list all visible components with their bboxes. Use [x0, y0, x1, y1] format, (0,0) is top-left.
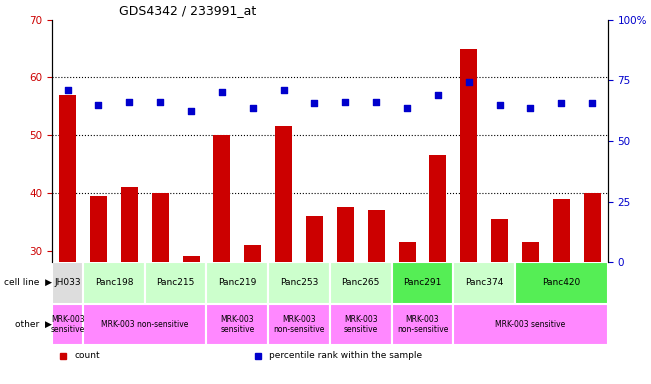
Text: MRK-003
non-sensitive: MRK-003 non-sensitive: [396, 315, 448, 334]
Bar: [152, 193, 169, 262]
Text: Panc253: Panc253: [280, 278, 318, 287]
Text: MRK-003 sensitive: MRK-003 sensitive: [495, 320, 566, 329]
Bar: [90, 196, 107, 262]
Text: Panc374: Panc374: [465, 278, 503, 287]
Bar: [182, 257, 199, 262]
FancyBboxPatch shape: [330, 262, 392, 304]
Point: [62, 87, 73, 93]
Text: cell line  ▶: cell line ▶: [4, 278, 52, 287]
Text: percentile rank within the sample: percentile rank within the sample: [269, 351, 422, 360]
FancyBboxPatch shape: [515, 262, 607, 304]
Bar: [306, 216, 323, 262]
Bar: [460, 49, 477, 262]
Bar: [522, 242, 539, 262]
FancyBboxPatch shape: [83, 304, 206, 345]
Text: JH033: JH033: [54, 278, 81, 287]
Point: [587, 100, 598, 106]
FancyBboxPatch shape: [145, 262, 206, 304]
FancyBboxPatch shape: [206, 262, 268, 304]
FancyBboxPatch shape: [330, 304, 392, 345]
Point: [371, 99, 381, 105]
FancyBboxPatch shape: [268, 262, 330, 304]
Point: [433, 92, 443, 98]
Text: GDS4342 / 233991_at: GDS4342 / 233991_at: [119, 4, 256, 17]
Point: [556, 100, 566, 106]
Bar: [337, 207, 353, 262]
Bar: [553, 199, 570, 262]
FancyBboxPatch shape: [453, 304, 607, 345]
FancyBboxPatch shape: [83, 262, 145, 304]
Text: MRK-003
sensitive: MRK-003 sensitive: [220, 315, 255, 334]
Bar: [430, 156, 447, 262]
Text: count: count: [74, 351, 100, 360]
Bar: [59, 95, 76, 262]
FancyBboxPatch shape: [206, 304, 268, 345]
Bar: [214, 135, 230, 262]
Bar: [121, 187, 138, 262]
Point: [525, 105, 536, 111]
Point: [402, 105, 412, 111]
Text: MRK-003
sensitive: MRK-003 sensitive: [344, 315, 378, 334]
Bar: [368, 210, 385, 262]
Point: [494, 101, 505, 108]
Point: [309, 100, 320, 106]
Text: Panc420: Panc420: [542, 278, 581, 287]
FancyBboxPatch shape: [392, 262, 453, 304]
Point: [155, 99, 165, 105]
Text: Panc265: Panc265: [342, 278, 380, 287]
Bar: [398, 242, 415, 262]
FancyBboxPatch shape: [453, 262, 515, 304]
Text: Panc219: Panc219: [218, 278, 256, 287]
Bar: [584, 193, 601, 262]
Point: [124, 99, 135, 105]
Text: Panc291: Panc291: [403, 278, 441, 287]
FancyBboxPatch shape: [268, 304, 330, 345]
Text: MRK-003
sensitive: MRK-003 sensitive: [51, 315, 85, 334]
Point: [340, 99, 350, 105]
Point: [93, 101, 104, 108]
Point: [464, 78, 474, 84]
Bar: [244, 245, 261, 262]
Point: [279, 87, 289, 93]
Text: Panc215: Panc215: [156, 278, 195, 287]
Bar: [275, 126, 292, 262]
Point: [247, 105, 258, 111]
Text: Panc198: Panc198: [94, 278, 133, 287]
Bar: [491, 219, 508, 262]
Text: MRK-003
non-sensitive: MRK-003 non-sensitive: [273, 315, 325, 334]
Text: other  ▶: other ▶: [15, 320, 52, 329]
Text: MRK-003 non-sensitive: MRK-003 non-sensitive: [101, 320, 188, 329]
FancyBboxPatch shape: [392, 304, 453, 345]
Point: [217, 89, 227, 96]
FancyBboxPatch shape: [52, 262, 83, 304]
FancyBboxPatch shape: [52, 304, 83, 345]
Point: [186, 108, 196, 114]
